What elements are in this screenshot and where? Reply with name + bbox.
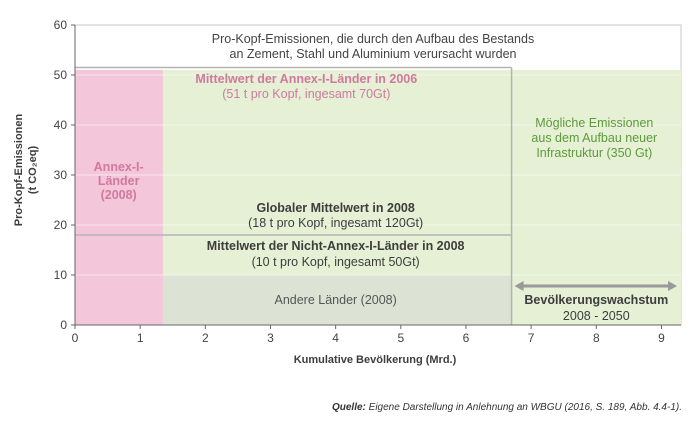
annotation-annex-mean-title: Mittelwert der Annex-I-Länder in 2006 <box>195 72 417 86</box>
source-caption: Quelle: Eigene Darstellung in Anlehnung … <box>332 402 682 413</box>
x-tick-label: 2 <box>202 331 209 345</box>
x-tick-label: 4 <box>332 331 339 345</box>
chart-title: an Zement, Stahl und Aluminium verursach… <box>230 47 517 61</box>
x-tick-label: 7 <box>528 331 535 345</box>
y-axis-label: Pro-Kopf-Emissionen <box>13 113 25 226</box>
x-tick-label: 1 <box>137 331 144 345</box>
annotation-possible: aus dem Aufbau neuer <box>531 131 657 145</box>
source-caption-text: Eigene Darstellung in Anlehnung an WBGU … <box>365 402 682 413</box>
chart-title: Pro-Kopf-Emissionen, die durch den Aufba… <box>212 32 534 46</box>
annotation-global-mean-title: Globaler Mittelwert in 2008 <box>256 201 414 215</box>
source-caption-label: Quelle: <box>331 402 366 413</box>
y-tick-label: 0 <box>60 318 67 332</box>
x-tick-label: 0 <box>72 331 79 345</box>
annotation-growth-title: Bevölkerungswachstum <box>524 293 668 307</box>
annotation-annex-label: Annex-I- <box>94 160 144 174</box>
annotation-other: Andere Länder (2008) <box>274 293 396 307</box>
y-axis-label: (t CO₂eq) <box>27 146 39 195</box>
annotation-possible: Infrastruktur (350 Gt) <box>536 146 652 160</box>
chart: 0 1 2 3 4 5 6 7 8 9 0 10 20 30 40 50 60 Kumulative Bevölk… <box>13 18 682 366</box>
growth-arrow-head-right <box>668 281 677 291</box>
x-tick-label: 3 <box>267 331 274 345</box>
x-tick-label: 5 <box>397 331 404 345</box>
annotation-possible: Mögliche Emissionen <box>535 116 653 130</box>
x-axis-label: Kumulative Bevölkerung (Mrd.) <box>294 354 457 366</box>
y-tick-label: 50 <box>54 68 68 82</box>
y-tick-label: 40 <box>54 118 68 132</box>
y-tick-label: 10 <box>54 268 68 282</box>
x-tick-label: 6 <box>463 331 470 345</box>
annotation-global-mean-sub: (18 t pro Kopf, ingesamt 120Gt) <box>248 216 423 230</box>
annotation-annex-label: Länder <box>98 174 140 188</box>
y-tick-label: 20 <box>54 218 68 232</box>
annotation-nonannex-mean-title: Mittelwert der Nicht-Annex-I-Länder in 2… <box>207 239 465 253</box>
annotation-growth-sub: 2008 - 2050 <box>563 309 630 323</box>
y-tick-label: 60 <box>54 18 68 32</box>
x-tick-label: 8 <box>593 331 600 345</box>
region-other <box>162 275 512 325</box>
annotation-annex-mean-sub: (51 t pro Kopf, ingesamt 70Gt) <box>222 87 390 101</box>
x-tick-label: 9 <box>658 331 665 345</box>
annotation-annex-label: (2008) <box>101 188 137 202</box>
region-annex <box>75 70 163 325</box>
growth-arrow-head-left <box>514 281 524 291</box>
y-tick-label: 30 <box>54 168 68 182</box>
annotation-nonannex-mean-sub: (10 t pro Kopf, ingesamt 50Gt) <box>252 255 420 269</box>
